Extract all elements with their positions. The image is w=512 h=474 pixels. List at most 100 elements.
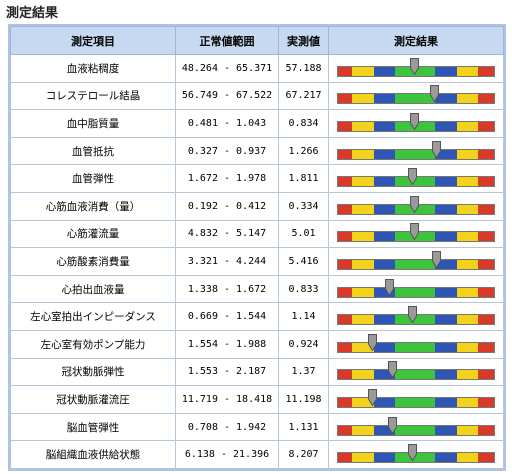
table-row: 血管抵抗 0.327 - 0.937 1.266 xyxy=(10,136,504,166)
gauge-cell xyxy=(328,302,504,331)
gauge-segment xyxy=(374,425,395,435)
gauge-segment xyxy=(457,66,478,76)
gauge-segment xyxy=(435,370,457,380)
item-cell: 左心室有効ポンプ能力 xyxy=(10,329,176,359)
gauge-segment xyxy=(374,149,395,159)
gauge-marker xyxy=(410,57,419,76)
value-cell: 1.14 xyxy=(278,302,329,331)
gauge-marker xyxy=(410,195,419,214)
value-cell: 5.01 xyxy=(278,219,329,249)
item-cell: 血中脂質量 xyxy=(10,109,176,138)
value-cell: 67.217 xyxy=(278,81,329,111)
gauge-segment xyxy=(374,94,395,104)
gauge-segment xyxy=(457,287,478,297)
gauge xyxy=(337,250,495,270)
header-cell: 実測値 xyxy=(278,26,329,55)
gauge-segment xyxy=(352,177,374,187)
gauge-segment xyxy=(352,66,374,76)
gauge-segment xyxy=(435,121,457,131)
gauge-marker xyxy=(410,112,419,131)
table: 測定項目 正常値範囲 実測値 測定結果 血液粘稠度 48.264 - 65.371 57.… xyxy=(10,26,504,469)
gauge-cell xyxy=(328,440,504,469)
gauge-segment xyxy=(435,204,457,214)
gauge-segment xyxy=(338,232,352,242)
item-cell: 血管抵抗 xyxy=(10,136,176,166)
gauge-segment xyxy=(457,232,478,242)
gauge-segment xyxy=(435,66,457,76)
gauge-segment xyxy=(352,204,374,214)
gauge-segment xyxy=(478,342,494,352)
table-row: 左心室有効ポンプ能力 1.554 - 1.988 0.924 xyxy=(10,329,504,359)
value-cell: 11.198 xyxy=(278,385,329,414)
gauge-segment xyxy=(395,370,435,380)
gauge-segment xyxy=(395,342,435,352)
gauge-segment xyxy=(457,342,478,352)
gauge-marker xyxy=(408,444,417,462)
gauge-segment xyxy=(478,177,494,187)
gauge-cell xyxy=(328,81,504,111)
range-cell: 0.669 - 1.544 xyxy=(175,302,279,331)
item-cell: 冠状動脈灌流圧 xyxy=(10,385,176,414)
table-row: 心拍出血液量 1.338 - 1.672 0.833 xyxy=(10,274,504,304)
table-row: 脳組織血液供給状態 6.138 - 21.396 8.207 xyxy=(10,440,504,469)
gauge-cell xyxy=(328,164,504,193)
gauge-segment xyxy=(374,315,395,325)
item-cell: 脳組織血液供給状態 xyxy=(10,440,176,469)
value-cell: 0.833 xyxy=(278,274,329,304)
table-row: 冠状動脈弾性 1.553 - 2.187 1.37 xyxy=(10,357,504,387)
table-row: 心筋酸素消費量 3.321 - 4.244 5.416 xyxy=(10,247,504,276)
gauge-segment xyxy=(374,121,395,131)
table-row: 血管弾性 1.672 - 1.978 1.811 xyxy=(10,164,504,193)
gauge-segment xyxy=(338,121,352,131)
value-cell: 1.37 xyxy=(278,357,329,387)
range-cell: 3.321 - 4.244 xyxy=(175,247,279,276)
item-cell: 左心室拍出インピーダンス xyxy=(10,302,176,331)
gauge xyxy=(337,333,495,353)
gauge-cell xyxy=(328,219,504,249)
table-row: コレステロール結晶 56.749 - 67.522 67.217 xyxy=(10,81,504,111)
item-cell: 心筋酸素消費量 xyxy=(10,247,176,276)
gauge-cell xyxy=(328,54,504,83)
gauge-segment xyxy=(478,94,494,104)
gauge-segment xyxy=(374,259,395,269)
gauge-cell xyxy=(328,412,504,442)
gauge-marker xyxy=(385,278,394,297)
table-row: 血液粘稠度 48.264 - 65.371 57.188 xyxy=(10,54,504,83)
gauge-segment xyxy=(395,397,435,407)
gauge-segment xyxy=(352,121,374,131)
gauge-segment xyxy=(435,232,457,242)
range-cell: 11.719 - 18.418 xyxy=(175,385,279,414)
gauge-segment xyxy=(435,259,457,269)
gauge-marker xyxy=(430,85,439,103)
gauge-segment xyxy=(457,259,478,269)
gauge-segment xyxy=(352,287,374,297)
gauge-segment xyxy=(457,204,478,214)
gauge-segment xyxy=(457,315,478,325)
gauge-segment xyxy=(478,204,494,214)
gauge-segment xyxy=(395,259,435,269)
gauge-segment xyxy=(457,177,478,187)
gauge-segment xyxy=(352,370,374,380)
gauge-segment xyxy=(338,177,352,187)
gauge-marker xyxy=(432,250,441,269)
item-cell: 心筋灌流量 xyxy=(10,219,176,249)
gauge-segment xyxy=(435,149,457,159)
value-cell: 57.188 xyxy=(278,54,329,83)
gauge-segment xyxy=(374,342,395,352)
item-cell: 血管弾性 xyxy=(10,164,176,193)
gauge-segment xyxy=(478,453,494,463)
gauge-segment xyxy=(478,259,494,269)
gauge xyxy=(337,361,495,381)
gauge-segment xyxy=(374,453,395,463)
gauge-segment xyxy=(478,121,494,131)
table-row: 脳血管弾性 0.708 - 1.942 1.131 xyxy=(10,412,504,442)
gauge-segment xyxy=(435,397,457,407)
value-cell: 8.207 xyxy=(278,440,329,469)
gauge-segment xyxy=(352,453,374,463)
item-cell: 心筋血液消費（量） xyxy=(10,191,176,221)
gauge-marker xyxy=(368,388,377,407)
gauge-marker xyxy=(388,416,397,434)
gauge xyxy=(337,416,495,436)
gauge-segment xyxy=(374,397,395,407)
